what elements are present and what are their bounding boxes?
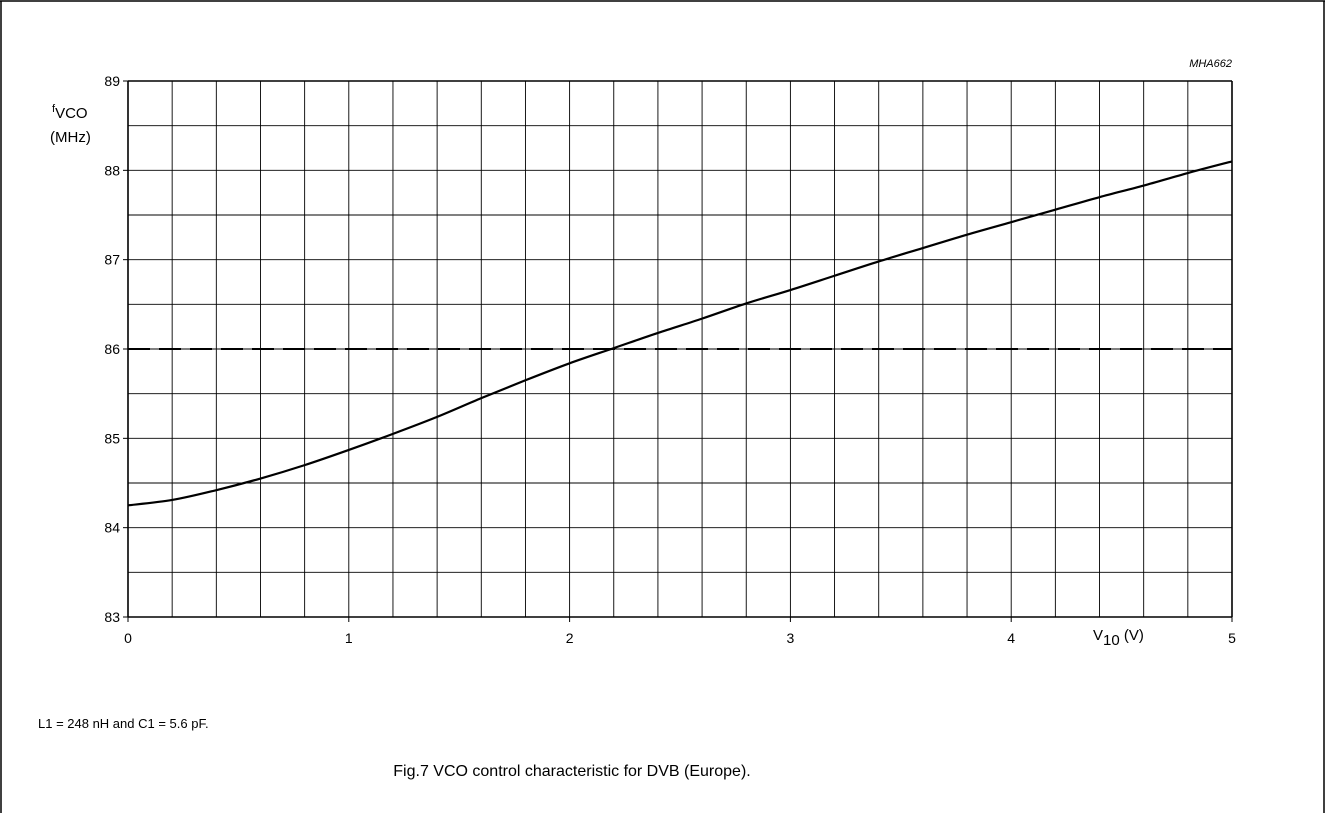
x-tick-label: 3 xyxy=(787,630,795,646)
series-line-fvco xyxy=(127,160,1233,507)
component-note: L1 = 248 nH and C1 = 5.6 pF. xyxy=(38,716,209,731)
chart-grid xyxy=(123,80,1233,622)
y-axis-unit: (MHz) xyxy=(50,129,91,146)
y-tick-label: 89 xyxy=(104,73,120,89)
y-tick-label: 85 xyxy=(104,430,120,446)
y-axis-label-sub: VCO xyxy=(55,105,88,122)
y-axis-label-main: f xyxy=(52,103,56,115)
x-axis-label-main: V xyxy=(1093,627,1103,644)
series-points xyxy=(128,161,1232,505)
y-tick-label: 88 xyxy=(104,162,120,178)
y-axis-label: fVCO xyxy=(52,103,88,122)
figure-caption: Fig.7 VCO control characteristic for DVB… xyxy=(393,763,750,780)
x-axis-label-unit: (V) xyxy=(1120,627,1144,644)
x-tick-label: 4 xyxy=(1007,630,1015,646)
tick-labels: 0 1 2 3 4 5 83 84 85 86 87 88 89 xyxy=(104,73,1236,646)
x-tick-label: 0 xyxy=(124,630,132,646)
x-tick-label: 2 xyxy=(566,630,574,646)
y-tick-label: 86 xyxy=(104,341,120,357)
y-tick-label: 84 xyxy=(104,520,120,536)
x-tick-label: 5 xyxy=(1228,630,1236,646)
y-tick-label: 87 xyxy=(104,252,120,268)
x-axis-label: V10 (V) xyxy=(1093,627,1144,649)
x-axis-label-sub: 10 xyxy=(1103,632,1120,649)
x-tick-label: 1 xyxy=(345,630,353,646)
figure-code: MHA662 xyxy=(1189,58,1232,70)
y-tick-label: 83 xyxy=(104,609,120,625)
